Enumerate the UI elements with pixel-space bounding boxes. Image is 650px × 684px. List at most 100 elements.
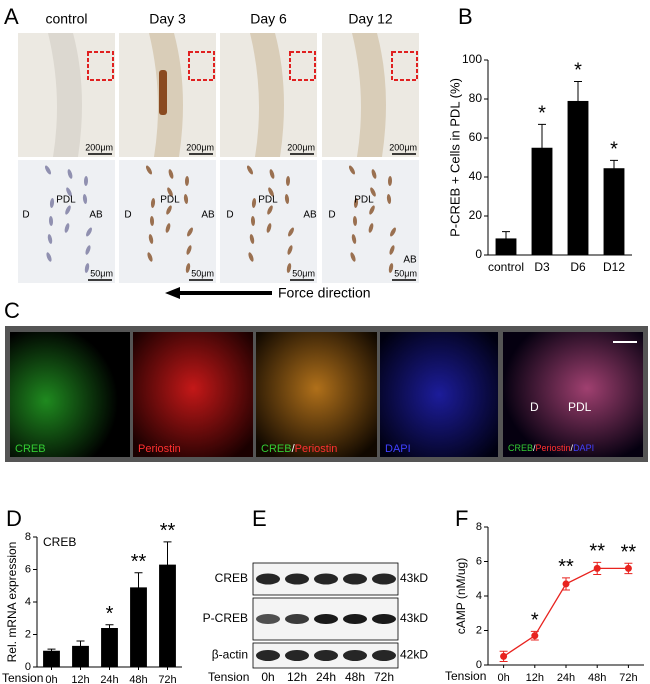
x-axis-label: Tension xyxy=(2,671,43,684)
channel-label-part: CREB xyxy=(15,443,46,455)
channel-label-part: CREB xyxy=(508,443,533,453)
force-arrow xyxy=(165,287,272,299)
x-tick-label: 12h xyxy=(526,672,544,684)
significance: ** xyxy=(589,541,605,563)
arrow-label: Force direction xyxy=(278,285,371,301)
significance: ** xyxy=(621,542,637,564)
point xyxy=(531,632,539,640)
fluorescence-image xyxy=(380,332,498,457)
nucleus xyxy=(166,205,172,215)
y-tick-label: 8 xyxy=(476,521,482,533)
x-tick-label: 24h xyxy=(100,674,118,684)
channel-label-part: / xyxy=(292,443,296,455)
x-tick-label: 0h xyxy=(45,674,57,684)
region-label: PDL xyxy=(160,195,180,206)
band xyxy=(256,614,280,624)
band xyxy=(314,573,338,585)
row-label: CREB xyxy=(215,571,248,585)
nucleus xyxy=(150,198,156,208)
nucleus xyxy=(287,245,293,255)
significance: * xyxy=(610,139,618,161)
point xyxy=(500,652,508,660)
x-tick-label: D12 xyxy=(603,260,625,274)
nucleus xyxy=(390,227,396,237)
y-tick-label: 6 xyxy=(25,563,31,575)
y-tick-label: 20 xyxy=(469,208,483,222)
lane-label: 24h xyxy=(316,670,336,684)
nucleus xyxy=(370,187,376,197)
lane-label: 72h xyxy=(374,670,394,684)
region-label: D xyxy=(22,210,29,221)
band xyxy=(372,650,396,661)
chart-label: CREB xyxy=(43,535,76,549)
lane-label: 48h xyxy=(345,670,365,684)
nucleus xyxy=(186,245,192,255)
x-tick-label: 72h xyxy=(158,674,176,684)
channel-label-part: / xyxy=(571,443,574,453)
nucleus xyxy=(84,263,90,273)
point xyxy=(593,564,601,572)
nucleus xyxy=(48,216,54,226)
column-title: control xyxy=(45,11,87,27)
region-label: PDL xyxy=(56,195,76,206)
nucleus xyxy=(371,169,377,179)
bar xyxy=(101,628,118,667)
roi-box xyxy=(87,51,114,81)
lane-label: 12h xyxy=(287,670,307,684)
point xyxy=(624,564,632,572)
band xyxy=(285,573,309,585)
size-label: 42kD xyxy=(400,648,428,662)
bar xyxy=(130,587,147,667)
channel-label-part: DAPI xyxy=(385,443,411,455)
panel-label: F xyxy=(455,506,468,531)
tissue xyxy=(48,33,82,157)
y-tick-label: 40 xyxy=(469,169,483,183)
region-label: AB xyxy=(89,210,103,221)
y-tick-label: 2 xyxy=(476,624,482,636)
panel-label: C xyxy=(4,298,20,323)
significance: * xyxy=(574,60,582,82)
point xyxy=(562,580,570,588)
x-tick-label: 12h xyxy=(71,674,89,684)
panel-label: A xyxy=(4,4,19,29)
tissue xyxy=(352,33,386,157)
x-tick-label: 0h xyxy=(497,672,509,684)
channel-label-part: Periostin xyxy=(138,443,181,455)
nucleus xyxy=(388,263,394,273)
fluorescence-image xyxy=(503,332,643,457)
nucleus xyxy=(267,205,273,215)
region-label: AB xyxy=(303,210,317,221)
nucleus xyxy=(269,169,275,179)
nucleus xyxy=(248,252,254,262)
y-tick-label: 0 xyxy=(476,659,482,671)
nucleus xyxy=(352,216,358,226)
scale-label: 50μm xyxy=(292,268,315,278)
y-axis-label: Rel. mRNA expression xyxy=(5,542,19,663)
nucleus xyxy=(250,216,256,226)
nucleus xyxy=(251,198,257,208)
micrograph xyxy=(18,160,115,283)
channel-label: CREB/Periostin xyxy=(261,443,337,455)
panel-label: D xyxy=(6,506,22,531)
nucleus xyxy=(83,176,89,186)
nucleus xyxy=(67,169,73,179)
region-label: D xyxy=(328,210,335,221)
channel-label: CREB/Periostin/DAPI xyxy=(508,443,594,453)
channel-label-part: CREB xyxy=(261,443,292,455)
y-tick-label: 80 xyxy=(469,91,483,105)
y-tick-label: 0 xyxy=(475,247,482,261)
scale-label: 200μm xyxy=(389,142,417,152)
nucleus xyxy=(268,187,274,197)
size-label: 43kD xyxy=(400,571,428,585)
y-tick-label: 6 xyxy=(476,555,482,567)
nucleus xyxy=(145,165,153,175)
y-axis-label: P-CREB + Cells in PDL (%) xyxy=(447,78,462,237)
x-tick-label: D6 xyxy=(570,260,586,274)
nucleus xyxy=(368,223,374,233)
fluorescence-image xyxy=(256,332,377,457)
nucleus xyxy=(183,194,189,204)
region-label: D xyxy=(124,210,131,221)
x-tick-label: 48h xyxy=(129,674,147,684)
nucleus xyxy=(66,187,72,197)
